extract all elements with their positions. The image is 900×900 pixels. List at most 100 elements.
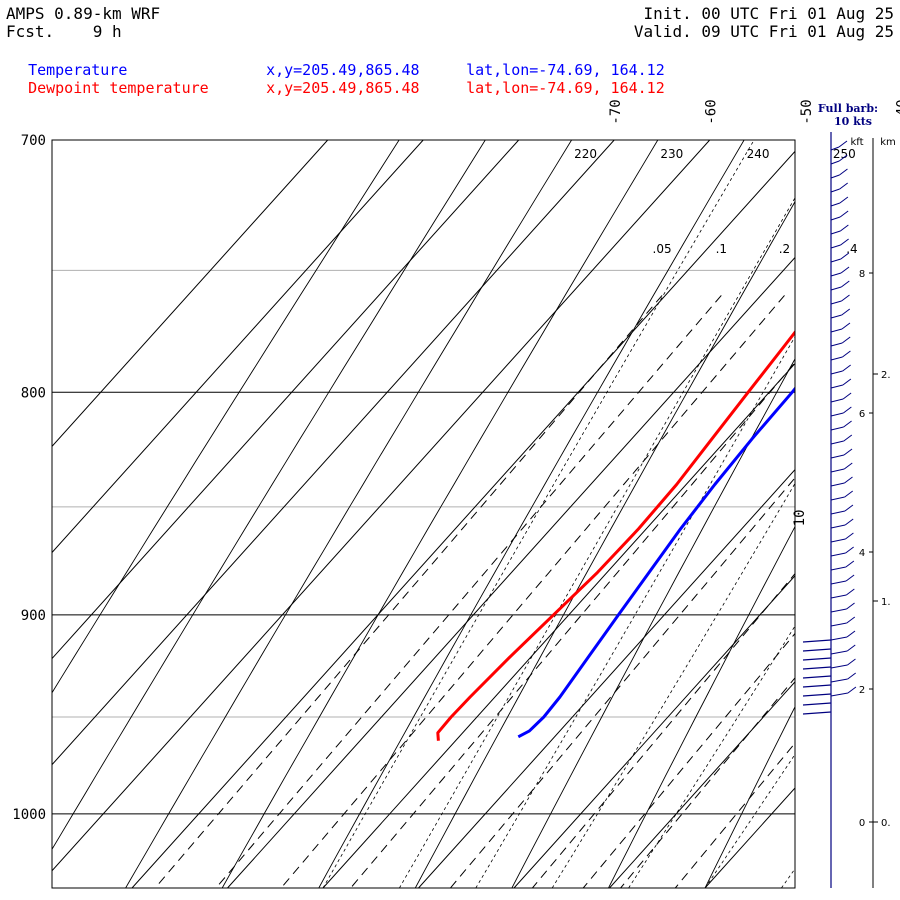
wind-barb (830, 370, 843, 375)
mixing-ratio-line (154, 295, 663, 888)
wind-barb (830, 258, 841, 263)
temperature-profile (517, 386, 795, 739)
wind-barb (830, 482, 845, 487)
wind-barb-flag (840, 252, 850, 260)
wind-barb-flag (838, 154, 848, 162)
model-name: AMPS 0.89-km WRF (6, 4, 161, 23)
wind-barb-flag (846, 630, 856, 638)
mixing-ratio-line (350, 361, 795, 888)
isotherm-line (52, 140, 711, 872)
wind-barb (830, 412, 844, 417)
wind-barb (830, 300, 842, 305)
wind-barb-low (802, 675, 832, 679)
wind-barb (830, 622, 847, 627)
wind-barb (830, 580, 847, 585)
wind-barb (830, 692, 849, 697)
legend-temperature-xy: x,y=205.49,865.48 (266, 61, 420, 79)
mixing-ratio-line (532, 572, 795, 888)
dry-adiabat-line (608, 525, 795, 888)
dry-adiabat-label: 240 (747, 147, 770, 161)
wind-barb-low (802, 684, 832, 688)
wind-barb-flag (841, 336, 851, 344)
wind-barb (830, 286, 842, 291)
mixing-ratio-label: .1 (716, 242, 727, 256)
wind-barb-flag (844, 504, 854, 512)
plot-frame (51, 139, 796, 889)
header-right: Init. 00 UTC Fri 01 Aug 25 Valid. 09 UTC… (634, 5, 894, 41)
height-tick-km-label: 0. (881, 818, 891, 829)
legend-dewpoint-xy: x,y=205.49,865.48 (266, 79, 420, 97)
wind-barb-flag (840, 224, 849, 232)
isotherm-line (513, 575, 795, 888)
isotherm-label: -40 (895, 99, 900, 124)
isotherm-line (418, 468, 795, 888)
wind-barb (830, 384, 844, 389)
wind-barb-flag (841, 308, 851, 316)
mixing-ratio-label: .4 (846, 242, 857, 256)
wind-barb-low (802, 639, 832, 643)
wind-barb (830, 398, 844, 403)
dewpoint-profile (436, 329, 795, 741)
wind-barb (830, 552, 846, 557)
wind-barb-low (802, 657, 832, 661)
wind-barb-low (802, 666, 832, 670)
wind-barb-flag (843, 406, 852, 414)
legend-dewpoint: Dewpoint temperature x,y=205.49,865.48 lat… (10, 63, 665, 97)
wind-barb-low (802, 711, 832, 715)
isotherm-line (52, 140, 424, 554)
isotherm-label: 10 (792, 509, 808, 526)
isotherm-line (52, 140, 329, 448)
wind-barb (830, 440, 844, 445)
pressure-tick-label: 900 (21, 608, 46, 624)
wind-barb-flag (844, 518, 854, 526)
mixing-ratio-line (582, 632, 795, 888)
wind-barb (830, 510, 846, 515)
legend-temperature-name: Temperature (28, 61, 128, 79)
isotherm-label: -60 (704, 99, 720, 124)
forecast-label: Fcst. (6, 22, 55, 41)
wind-barb (830, 566, 846, 571)
mixing-ratio-line (215, 295, 722, 888)
wind-barb (830, 314, 842, 319)
wind-barb (830, 342, 843, 347)
legend-dewpoint-name: Dewpoint temperature (28, 79, 209, 97)
wind-barb-flag (847, 658, 856, 666)
wind-barb-flag (840, 266, 850, 274)
dry-adiabat-label: 250 (833, 147, 856, 161)
wind-barb-flag (846, 616, 856, 624)
height-tick-km-label: 1. (881, 597, 891, 608)
isotherm-line (322, 362, 795, 888)
valid-time: Valid. 09 UTC Fri 01 Aug 25 (633, 22, 894, 41)
wind-barb-flag (842, 364, 851, 372)
wind-barb-flag (839, 168, 848, 176)
height-tick-kft-label: 0 (859, 818, 865, 829)
wind-barb-flag (843, 420, 852, 428)
mixing-ratio-line (450, 477, 795, 888)
moist-adiabat-line (781, 868, 795, 888)
wind-barb (830, 468, 845, 473)
isotherm-label: -50 (799, 99, 815, 124)
dry-adiabat-line (318, 140, 745, 888)
wind-barb-header-units: 10 kts (834, 115, 872, 128)
height-tick-kft-label: 6 (859, 409, 865, 420)
wind-barb (830, 160, 840, 165)
wind-barb (830, 244, 841, 249)
wind-barb (830, 678, 848, 683)
dry-adiabat-line (125, 140, 572, 888)
wind-barb-flag (840, 280, 850, 288)
wind-barb (830, 426, 844, 431)
mixing-ratio-label: .05 (653, 242, 672, 256)
dry-adiabat-line (52, 140, 400, 694)
wind-barb-flag (843, 434, 853, 442)
legend-temperature: Temperature x,y=205.49,865.48 lat,lon=-74.… (10, 45, 665, 79)
mixing-ratio-line (620, 677, 795, 888)
moist-adiabat-line (399, 197, 795, 888)
wind-barb-flag (840, 238, 849, 246)
moist-adiabat-line (322, 140, 755, 888)
wind-barb (830, 664, 848, 669)
dry-adiabat-line (414, 200, 795, 888)
wind-barb (830, 216, 841, 221)
moist-adiabat-line (858, 127, 900, 889)
height-tick-kft-label: 8 (859, 269, 865, 280)
